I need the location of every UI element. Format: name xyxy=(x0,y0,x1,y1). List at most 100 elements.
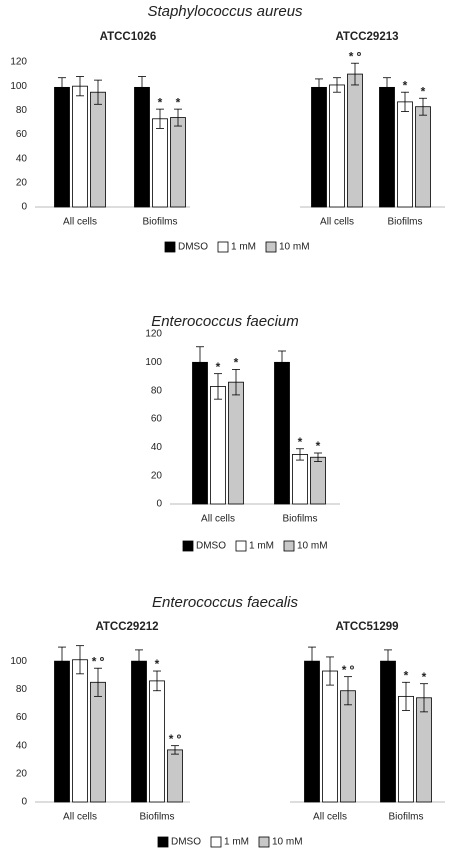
y-tick-label: 0 xyxy=(21,202,27,213)
bar xyxy=(192,361,208,505)
y-tick-label: 100 xyxy=(10,656,27,667)
x-tick-label: All cells xyxy=(313,812,347,823)
bar xyxy=(134,86,150,208)
x-tick-label: Biofilms xyxy=(387,217,422,228)
y-tick-label: 20 xyxy=(16,768,28,779)
bar xyxy=(304,660,320,803)
bar xyxy=(398,695,414,803)
legend-swatch xyxy=(182,540,194,552)
legend-label: 10 mM xyxy=(279,242,310,253)
y-tick-label: 100 xyxy=(145,357,162,368)
bar xyxy=(415,106,431,208)
x-tick-label: Biofilms xyxy=(139,812,174,823)
bar xyxy=(380,660,396,803)
bar xyxy=(152,118,168,208)
bar xyxy=(149,680,165,803)
legend-swatch xyxy=(157,836,169,848)
significance-mark: * xyxy=(316,439,321,453)
y-tick-label: 60 xyxy=(16,712,28,723)
legend-label: 10 mM xyxy=(297,541,328,552)
chart-title: ATCC1026 xyxy=(100,31,157,43)
chart-title: Enterococcus faecium xyxy=(151,313,299,330)
bar xyxy=(329,84,345,208)
bar xyxy=(347,73,363,208)
y-tick-label: 80 xyxy=(16,105,28,116)
legend-label: 1 mM xyxy=(231,242,256,253)
significance-mark: * xyxy=(422,670,427,684)
legend-label: DMSO xyxy=(171,837,201,848)
y-tick-label: 40 xyxy=(151,442,163,453)
significance-mark: * xyxy=(158,95,163,109)
figure-heading: Enterococcus faecalis xyxy=(152,594,298,611)
legend-swatch xyxy=(235,540,247,552)
bar xyxy=(322,670,338,803)
legend-label: DMSO xyxy=(178,242,208,253)
legend-swatch xyxy=(210,836,222,848)
y-tick-label: 0 xyxy=(156,499,162,510)
bar xyxy=(228,381,244,505)
bar xyxy=(274,361,290,505)
figure-heading: Staphylococcus aureus xyxy=(147,3,303,20)
significance-mark: * xyxy=(404,668,409,682)
bar xyxy=(340,690,356,803)
bar xyxy=(54,660,70,803)
bar xyxy=(311,86,327,208)
significance-mark: * º xyxy=(342,663,355,677)
significance-mark: * xyxy=(155,657,160,671)
legend-label: 1 mM xyxy=(224,837,249,848)
y-tick-label: 120 xyxy=(10,57,27,68)
significance-mark: * xyxy=(421,84,426,98)
y-tick-label: 20 xyxy=(151,470,163,481)
x-tick-label: Biofilms xyxy=(282,514,317,525)
y-tick-label: 60 xyxy=(151,414,163,425)
bar xyxy=(54,86,70,208)
significance-mark: * xyxy=(403,78,408,92)
y-tick-label: 100 xyxy=(10,81,27,92)
legend-swatch xyxy=(217,241,229,253)
chart-title: ATCC29213 xyxy=(335,31,398,43)
bar xyxy=(397,101,413,208)
bar xyxy=(170,117,186,208)
x-tick-label: All cells xyxy=(201,514,235,525)
y-tick-label: 60 xyxy=(16,129,28,140)
significance-mark: * xyxy=(176,95,181,109)
chart-title: ATCC51299 xyxy=(335,621,398,633)
chart-title: ATCC29212 xyxy=(95,621,158,633)
y-tick-label: 40 xyxy=(16,153,28,164)
y-tick-label: 80 xyxy=(16,684,28,695)
significance-mark: * xyxy=(298,435,303,449)
bar xyxy=(72,659,88,803)
legend-label: 10 mM xyxy=(272,837,303,848)
x-tick-label: All cells xyxy=(63,217,97,228)
y-tick-label: 0 xyxy=(21,797,27,808)
legend-label: 1 mM xyxy=(249,541,274,552)
x-tick-label: All cells xyxy=(320,217,354,228)
bar xyxy=(292,454,308,505)
bar xyxy=(379,86,395,208)
significance-mark: * º xyxy=(169,732,182,746)
x-tick-label: Biofilms xyxy=(142,217,177,228)
y-tick-label: 40 xyxy=(16,740,28,751)
bar xyxy=(131,660,147,803)
legend-swatch xyxy=(265,241,277,253)
legend-swatch xyxy=(258,836,270,848)
significance-mark: * xyxy=(234,356,239,370)
bar xyxy=(416,697,432,803)
x-tick-label: All cells xyxy=(63,812,97,823)
bar xyxy=(90,91,106,208)
bar xyxy=(210,386,226,505)
significance-mark: * xyxy=(216,360,221,374)
y-tick-label: 80 xyxy=(151,385,163,396)
significance-mark: * º xyxy=(92,654,105,668)
legend-swatch xyxy=(283,540,295,552)
bar xyxy=(167,749,183,803)
y-tick-label: 120 xyxy=(145,329,162,340)
bar xyxy=(90,681,106,803)
legend-label: DMSO xyxy=(196,541,226,552)
legend-swatch xyxy=(164,241,176,253)
significance-mark: * º xyxy=(349,49,362,63)
bar xyxy=(310,456,326,505)
y-tick-label: 20 xyxy=(16,177,28,188)
bar xyxy=(72,85,88,208)
